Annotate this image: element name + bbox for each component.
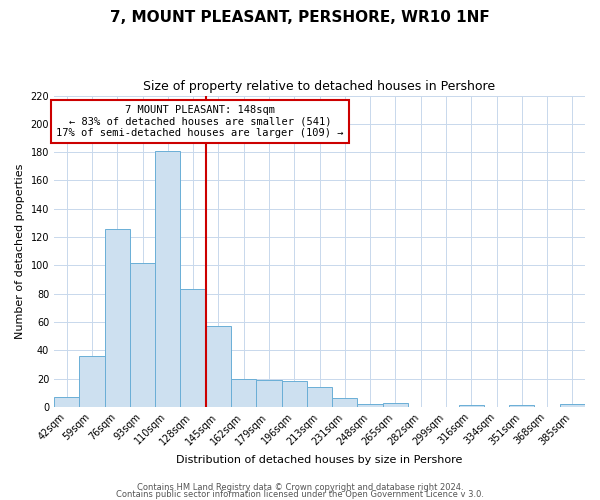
Bar — [206, 326, 231, 407]
Bar — [560, 404, 585, 407]
Bar — [54, 397, 79, 407]
Bar — [104, 228, 130, 407]
Text: Contains HM Land Registry data © Crown copyright and database right 2024.: Contains HM Land Registry data © Crown c… — [137, 484, 463, 492]
Bar — [332, 398, 358, 407]
Bar — [79, 356, 104, 407]
Bar — [130, 262, 155, 407]
Text: 7 MOUNT PLEASANT: 148sqm
← 83% of detached houses are smaller (541)
17% of semi-: 7 MOUNT PLEASANT: 148sqm ← 83% of detach… — [56, 105, 344, 138]
Bar — [256, 380, 281, 407]
Bar — [358, 404, 383, 407]
Bar — [281, 382, 307, 407]
Bar — [181, 290, 206, 407]
Y-axis label: Number of detached properties: Number of detached properties — [15, 164, 25, 339]
Bar — [155, 150, 181, 407]
Bar — [307, 387, 332, 407]
X-axis label: Distribution of detached houses by size in Pershore: Distribution of detached houses by size … — [176, 455, 463, 465]
Bar — [383, 402, 408, 407]
Title: Size of property relative to detached houses in Pershore: Size of property relative to detached ho… — [143, 80, 496, 93]
Bar — [509, 406, 535, 407]
Text: Contains public sector information licensed under the Open Government Licence v : Contains public sector information licen… — [116, 490, 484, 499]
Text: 7, MOUNT PLEASANT, PERSHORE, WR10 1NF: 7, MOUNT PLEASANT, PERSHORE, WR10 1NF — [110, 10, 490, 25]
Bar — [231, 378, 256, 407]
Bar — [458, 406, 484, 407]
